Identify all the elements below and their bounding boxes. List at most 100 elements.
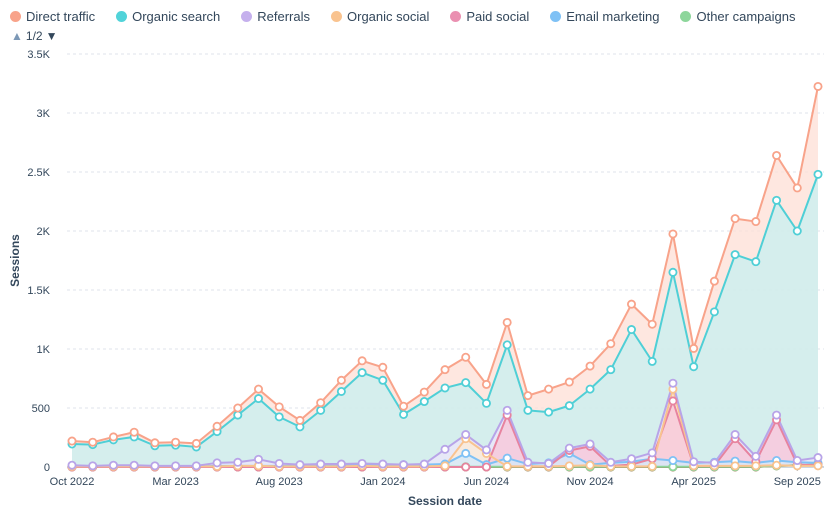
x-axis-title: Session date: [408, 494, 482, 508]
point-referrals: [171, 461, 181, 471]
point-organic-search: [440, 383, 450, 393]
point-organic-social: [647, 461, 657, 471]
point-direct-traffic: [647, 319, 657, 329]
point-organic-search: [274, 412, 284, 422]
point-direct-traffic: [792, 183, 802, 193]
point-organic-search: [813, 169, 823, 179]
legend-item-email-marketing[interactable]: Email marketing: [550, 9, 659, 24]
point-referrals: [564, 443, 574, 453]
y-tick-label: 3.5K: [27, 49, 50, 61]
point-direct-traffic: [544, 384, 554, 394]
legend-item-organic-search[interactable]: Organic search: [116, 9, 220, 24]
point-direct-traffic: [129, 427, 139, 437]
legend-item-organic-social[interactable]: Organic social: [331, 9, 429, 24]
x-tick-label: Mar 2023: [152, 476, 198, 488]
point-referrals: [316, 459, 326, 469]
legend-item-direct-traffic[interactable]: Direct traffic: [10, 9, 95, 24]
legend-label-email-marketing: Email marketing: [566, 9, 660, 24]
point-organic-search: [668, 267, 678, 277]
area-organic-search: [72, 174, 818, 468]
y-tick-label: 2K: [37, 226, 51, 238]
point-referrals: [378, 459, 388, 469]
legend-page-indicator: 1/2: [25, 29, 43, 43]
point-referrals: [440, 444, 450, 454]
point-organic-search: [336, 386, 346, 396]
point-organic-search: [544, 407, 554, 417]
point-referrals: [253, 454, 263, 464]
x-tick-label: Jun 2024: [464, 476, 509, 488]
point-referrals: [668, 378, 678, 388]
point-referrals: [689, 457, 699, 467]
point-referrals: [357, 458, 367, 468]
point-organic-search: [378, 375, 388, 385]
y-tick-label: 1.5K: [27, 285, 50, 297]
legend-item-referrals[interactable]: Referrals: [241, 9, 310, 24]
area-paid-social: [72, 400, 818, 467]
point-organic-social: [585, 460, 595, 470]
point-direct-traffic: [171, 437, 181, 447]
point-direct-traffic: [108, 432, 118, 442]
point-direct-traffic: [212, 421, 222, 431]
point-direct-traffic: [730, 214, 740, 224]
point-direct-traffic: [709, 276, 719, 286]
point-email-marketing: [668, 456, 678, 466]
point-referrals: [461, 430, 471, 440]
legend-pager: ▲ 1/2 ▼: [11, 29, 57, 43]
point-organic-search: [772, 195, 782, 205]
point-organic-search: [564, 401, 574, 411]
x-tick-label: Sep 2025: [774, 476, 821, 488]
point-paid-social: [481, 462, 491, 472]
point-direct-traffic: [772, 150, 782, 160]
legend-label-organic-social: Organic social: [347, 9, 430, 24]
y-axis-title: Sessions: [8, 234, 22, 287]
legend-swatch-organic-social: [331, 11, 343, 22]
point-direct-traffic: [751, 217, 761, 227]
x-tick-label: Aug 2023: [256, 476, 303, 488]
point-direct-traffic: [150, 438, 160, 448]
y-tick-label: 0: [44, 462, 50, 474]
point-organic-social: [751, 461, 761, 471]
point-direct-traffic: [502, 317, 512, 327]
point-organic-search: [481, 398, 491, 408]
point-paid-social: [461, 462, 471, 472]
point-referrals: [813, 453, 823, 463]
legend-label-referrals: Referrals: [257, 9, 311, 24]
legend-label-paid-social: Paid social: [466, 9, 530, 24]
point-direct-traffic: [689, 343, 699, 353]
point-organic-search: [709, 307, 719, 317]
point-direct-traffic: [461, 352, 471, 362]
point-direct-traffic: [88, 437, 98, 447]
point-organic-search: [419, 397, 429, 407]
legend-item-paid-social[interactable]: Paid social: [450, 9, 529, 24]
legend-swatch-other-campaigns: [680, 11, 692, 22]
point-organic-social: [772, 460, 782, 470]
point-referrals: [544, 458, 554, 468]
legend-next-page-icon[interactable]: ▼: [45, 29, 58, 43]
point-organic-search: [502, 340, 512, 350]
point-organic-search: [689, 362, 699, 372]
x-tick-label: Oct 2022: [50, 476, 95, 488]
point-referrals: [191, 461, 201, 471]
legend-prev-page-icon[interactable]: ▲: [11, 29, 23, 43]
point-referrals: [647, 448, 657, 458]
point-organic-social: [564, 461, 574, 471]
point-organic-search: [627, 325, 637, 335]
point-referrals: [399, 460, 409, 470]
point-organic-search: [253, 394, 263, 404]
legend-item-other-campaigns[interactable]: Other campaigns: [680, 9, 795, 24]
point-organic-social: [502, 461, 512, 471]
point-referrals: [709, 458, 719, 468]
point-referrals: [67, 460, 77, 470]
point-organic-social: [440, 461, 450, 471]
point-direct-traffic: [419, 387, 429, 397]
point-referrals: [751, 451, 761, 461]
point-direct-traffic: [378, 362, 388, 372]
point-referrals: [730, 430, 740, 440]
point-organic-search: [730, 250, 740, 260]
legend-label-direct-traffic: Direct traffic: [26, 9, 96, 24]
point-direct-traffic: [233, 403, 243, 413]
point-organic-search: [647, 356, 657, 366]
point-referrals: [585, 439, 595, 449]
point-referrals: [481, 445, 491, 455]
